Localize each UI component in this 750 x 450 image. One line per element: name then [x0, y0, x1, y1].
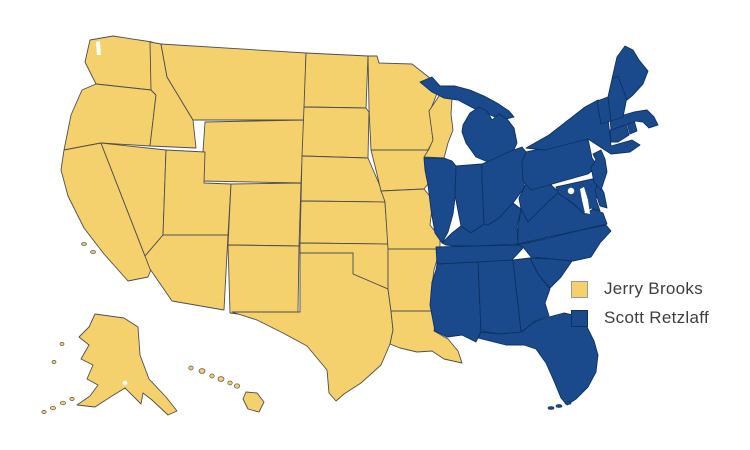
island-ak: [51, 360, 57, 364]
island-fl: [547, 406, 555, 410]
washington-dc-circle: [567, 187, 575, 195]
state-ks: [299, 200, 389, 245]
jerry-brooks-swatch: [571, 280, 588, 298]
state-wy: [200, 119, 305, 184]
state-hi: [242, 391, 265, 413]
island-hi: [227, 380, 233, 386]
island-ak: [50, 405, 56, 411]
state-de: [594, 181, 608, 209]
island-ak: [59, 342, 65, 346]
island-ak: [69, 397, 75, 401]
jerry-brooks-label: Jerry Brooks: [604, 279, 704, 298]
state-ms: [429, 261, 482, 343]
island-fl: [564, 401, 572, 405]
state-ny: [525, 99, 641, 155]
island-fl: [555, 404, 563, 408]
state-or: [63, 83, 157, 151]
state-nj: [590, 149, 608, 191]
island-ca: [81, 242, 87, 246]
state-mo: [380, 188, 441, 250]
state-wa: [84, 35, 158, 91]
state-la: [389, 310, 463, 364]
island-hi: [234, 383, 240, 389]
island-hi: [217, 376, 225, 382]
state-sd: [301, 106, 370, 159]
state-me: [611, 45, 649, 101]
state-mt: [160, 43, 307, 121]
legend-row-scott: Scott Retzlaff: [571, 308, 709, 328]
island-hi: [198, 368, 206, 374]
state-nm: [227, 244, 300, 318]
state-oh: [481, 146, 527, 226]
state-mi-upper-peninsula: [419, 76, 515, 121]
state-co: [227, 182, 302, 247]
scott-retzlaff-swatch: [571, 309, 588, 327]
state-ak: [76, 313, 178, 416]
state-ne: [300, 155, 386, 203]
state-tn: [435, 244, 525, 265]
island-ak: [60, 400, 66, 406]
alaska-lake: [122, 380, 128, 386]
state-nd: [303, 52, 369, 109]
scott-retzlaff-label: Scott Retzlaff: [604, 308, 709, 327]
state-mn: [367, 55, 441, 151]
state-fl: [477, 312, 599, 406]
island-hi: [209, 373, 215, 379]
legend: Jerry Brooks Scott Retzlaff: [571, 279, 709, 328]
state-pa: [521, 138, 599, 191]
state-mi: [461, 106, 518, 163]
state-ma: [609, 109, 659, 131]
legend-row-jerry: Jerry Brooks: [571, 279, 709, 299]
chesapeake-bay: [580, 187, 590, 214]
island-hi: [188, 365, 194, 371]
island-ca: [90, 250, 96, 254]
state-il: [423, 157, 457, 244]
state-az: [144, 234, 229, 311]
island-ak: [41, 410, 47, 414]
puget-sound: [96, 41, 101, 55]
state-in: [454, 163, 485, 234]
